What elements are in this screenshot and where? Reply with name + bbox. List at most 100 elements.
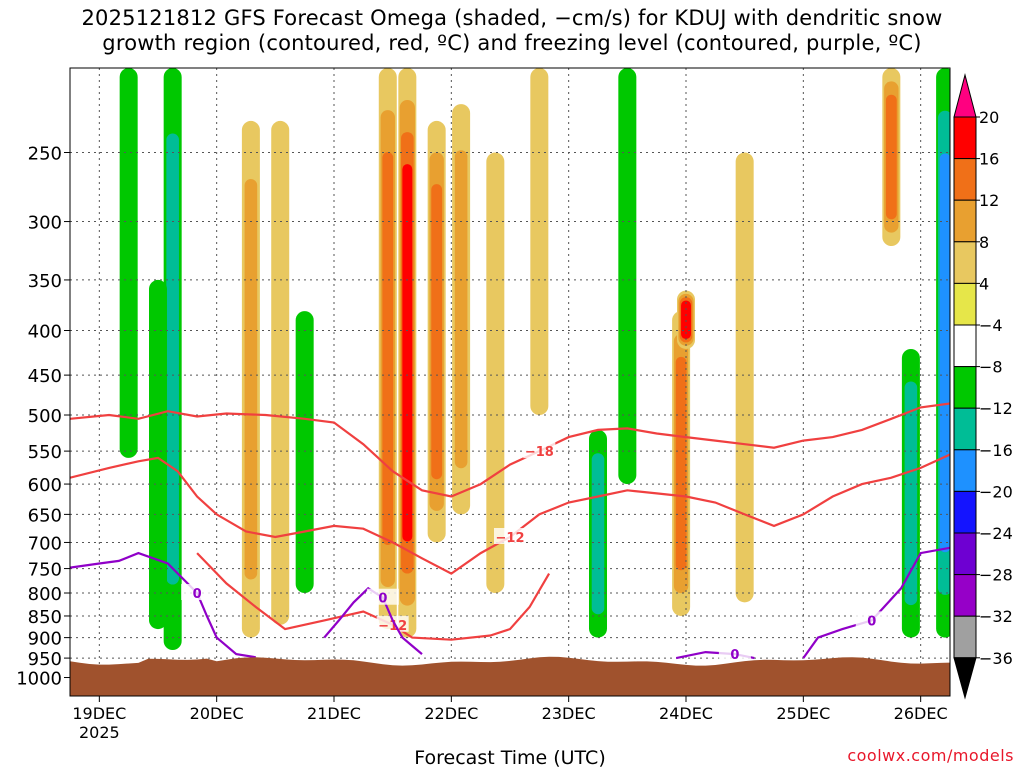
- omega-shade-cell: [382, 152, 394, 545]
- contour-label-bg: [718, 645, 751, 662]
- contour-label-bg: [855, 611, 888, 628]
- x-tick-label: 19DEC: [72, 704, 126, 723]
- colorbar-label: 8: [979, 233, 989, 252]
- x-tick-label: 25DEC: [776, 704, 830, 723]
- y-tick-label: 650: [28, 505, 62, 526]
- chart-title-line1: 2025121812 GFS Forecast Omega (shaded, −…: [81, 6, 943, 30]
- y-tick-label: 500: [28, 406, 62, 427]
- y-tick-label: 400: [28, 322, 62, 343]
- colorbar-swatch: [953, 407, 977, 451]
- colorbar-swatch: [953, 574, 977, 617]
- omega-shade-cell: [431, 184, 443, 480]
- colorbar-label: 20: [979, 108, 999, 127]
- omega-shade-cell: [149, 279, 167, 630]
- colorbar-label: −20: [979, 482, 1013, 501]
- x-tick-sublabel: 2025: [79, 723, 120, 742]
- omega-shade-cell: [402, 164, 413, 542]
- x-tick-label: 23DEC: [542, 704, 596, 723]
- omega-shade-cell: [454, 150, 468, 469]
- terrain: [70, 656, 950, 696]
- colorbar-top-arrow: [953, 73, 977, 118]
- colorbar-label: −4: [979, 316, 1003, 335]
- y-tick-label: 350: [28, 271, 62, 292]
- omega-shade-cell: [681, 300, 691, 340]
- colorbar-swatch: [953, 199, 977, 243]
- omega-shade-cell: [618, 68, 637, 485]
- colorbar: 20 16 12 8 4 −4 −8 −12 −16 −20 −24 −28 −32 −36: [953, 73, 1013, 700]
- omega-shading: [119, 68, 950, 651]
- contour-label: −12: [378, 619, 407, 634]
- contour-label: 0: [378, 592, 387, 607]
- colorbar-swatch: [953, 116, 977, 160]
- contour-label-bg: [523, 442, 556, 459]
- y-tick-label: 600: [28, 475, 62, 496]
- colorbar-swatch: [953, 324, 977, 368]
- colorbar-label: −12: [979, 399, 1013, 418]
- omega-shade-cell: [119, 68, 138, 458]
- omega-shade-cell: [885, 94, 897, 220]
- x-tick-label: 20DEC: [190, 704, 244, 723]
- omega-shade-cell: [295, 311, 314, 594]
- omega-shade-cell: [939, 153, 950, 553]
- y-tick-label: 550: [28, 442, 62, 463]
- omega-shade-cell: [244, 179, 258, 580]
- colorbar-label: −36: [979, 649, 1013, 668]
- colorbar-swatch: [953, 615, 977, 659]
- x-axis-label: Forecast Time (UTC): [414, 747, 605, 768]
- colorbar-label: −24: [979, 524, 1013, 543]
- credit-link[interactable]: coolwx.com/models: [847, 746, 1014, 765]
- colorbar-label: −8: [979, 358, 1003, 377]
- colorbar-label: 4: [979, 274, 989, 293]
- x-tick-label: 24DEC: [659, 704, 713, 723]
- y-tick-label: 450: [28, 366, 62, 387]
- contour-label: 0: [730, 648, 739, 663]
- contours: −18 −12 −12 0 0 0 0: [70, 402, 950, 663]
- colorbar-label: 12: [979, 191, 999, 210]
- y-tick-label: 250: [28, 144, 62, 165]
- colorbar-label: −32: [979, 607, 1013, 626]
- contour-label-bg: [366, 588, 399, 605]
- y-tick-label: 900: [28, 629, 62, 650]
- colorbar-label: 16: [979, 150, 999, 169]
- contour-label: −18: [525, 445, 554, 460]
- omega-shade-cell: [530, 68, 549, 416]
- colorbar-swatch: [953, 532, 977, 576]
- y-tick-label: 750: [28, 560, 62, 581]
- x-tick-label: 21DEC: [307, 704, 361, 723]
- x-tick-label: 26DEC: [894, 704, 948, 723]
- y-axis: 2503003504004505005506006507007508008509…: [16, 144, 70, 690]
- contour-line: [70, 551, 256, 659]
- omega-shade-cell: [486, 152, 505, 594]
- plot-frame: [69, 67, 951, 697]
- omega-shade-cell: [904, 381, 918, 606]
- colorbar-swatch: [953, 158, 977, 201]
- contour-label-bg: [494, 527, 526, 544]
- contour-label-bg: [181, 584, 214, 601]
- colorbar-label: −16: [979, 441, 1013, 460]
- omega-shade-cell: [166, 133, 179, 585]
- colorbar-swatch: [953, 449, 977, 492]
- contour-label: 0: [867, 614, 876, 629]
- omega-shade-cell: [675, 356, 687, 571]
- colorbar-bottom-arrow: [953, 657, 977, 700]
- chart-title: 2025121812 GFS Forecast Omega (shaded, −…: [0, 6, 1024, 56]
- contour-label: 0: [193, 587, 202, 602]
- y-tick-label: 850: [28, 607, 62, 628]
- contour-label: −12: [496, 531, 525, 546]
- colorbar-swatch: [953, 366, 977, 409]
- y-tick-label: 950: [28, 649, 62, 670]
- colorbar-swatch: [953, 490, 977, 534]
- omega-shade-cell: [271, 120, 290, 625]
- y-tick-label: 300: [28, 213, 62, 234]
- colorbar-swatch: [953, 282, 977, 326]
- colorbar-label: −28: [979, 566, 1013, 585]
- colorbar-swatch: [953, 241, 977, 284]
- omega-shade-cell: [591, 453, 605, 615]
- y-tick-label: 800: [28, 584, 62, 605]
- contour-label-bg: [376, 615, 409, 632]
- omega-shade-cell: [735, 152, 754, 603]
- contour-line: [70, 453, 950, 575]
- y-tick-label: 1000: [16, 669, 62, 690]
